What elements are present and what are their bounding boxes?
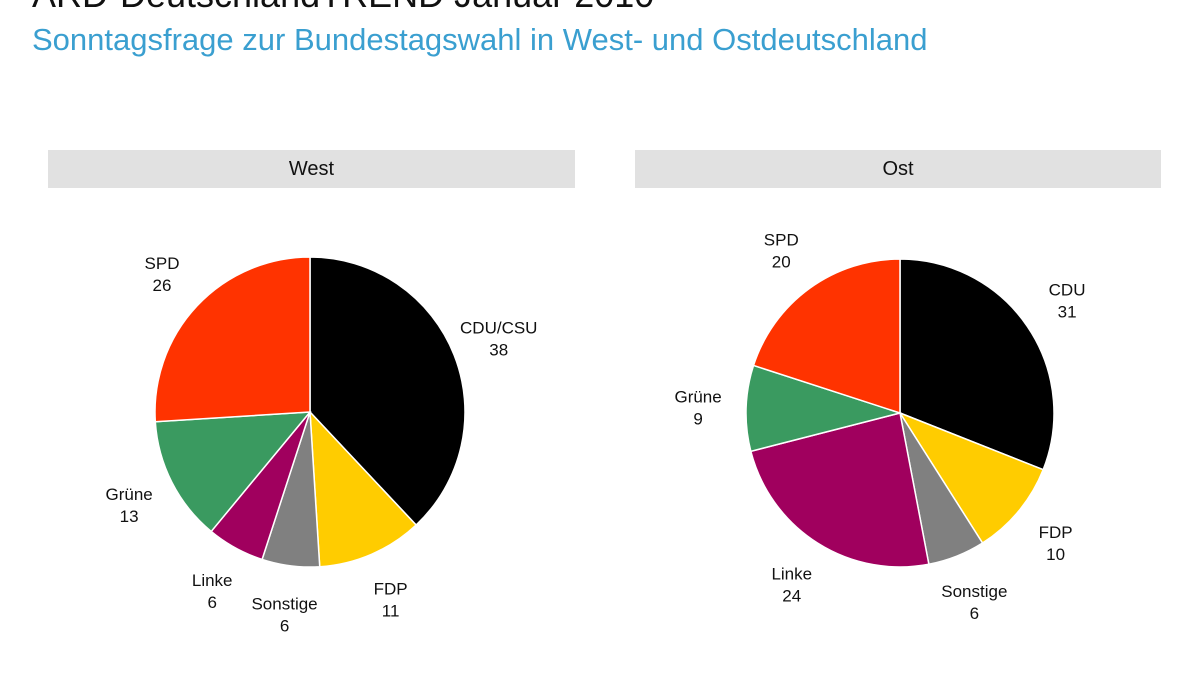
west-label-grüne: Grüne 13 <box>106 485 153 526</box>
ost-label-fdp: FDP 10 <box>1039 523 1073 564</box>
ost-slice-cdu <box>899 258 1055 471</box>
west-panel-header: West <box>48 150 575 188</box>
west-slice-cducsu <box>309 256 466 527</box>
ost-slice-fdp <box>898 411 1045 545</box>
ost-slice-grüne <box>745 364 903 453</box>
ost-label-linke: Linke 24 <box>771 565 812 606</box>
ost-panel-header: Ost <box>635 150 1161 188</box>
west-label-spd: SPD 26 <box>145 254 180 295</box>
west-label-cducsu: CDU/CSU 38 <box>460 318 537 359</box>
ost-label-spd: SPD 20 <box>764 231 799 272</box>
west-slice-grüne <box>154 411 312 533</box>
west-slice-fdp <box>309 409 418 568</box>
west-label-linke: Linke 6 <box>192 571 233 612</box>
page-subtitle: Sonntagsfrage zur Bundestagswahl in West… <box>32 22 928 57</box>
ost-label-sonstige: Sonstige 6 <box>941 582 1007 623</box>
ost-slice-spd <box>752 258 901 415</box>
west-slice-spd <box>154 256 311 423</box>
ost-slice-linke <box>749 412 930 568</box>
west-label-fdp: FDP 11 <box>374 579 408 620</box>
page-title: ARD-DeutschlandTREND Januar 2010 <box>32 0 654 16</box>
ost-label-cdu: CDU 31 <box>1049 280 1086 321</box>
ost-label-grüne: Grüne 9 <box>674 388 721 429</box>
west-label-sonstige: Sonstige 6 <box>251 594 317 635</box>
